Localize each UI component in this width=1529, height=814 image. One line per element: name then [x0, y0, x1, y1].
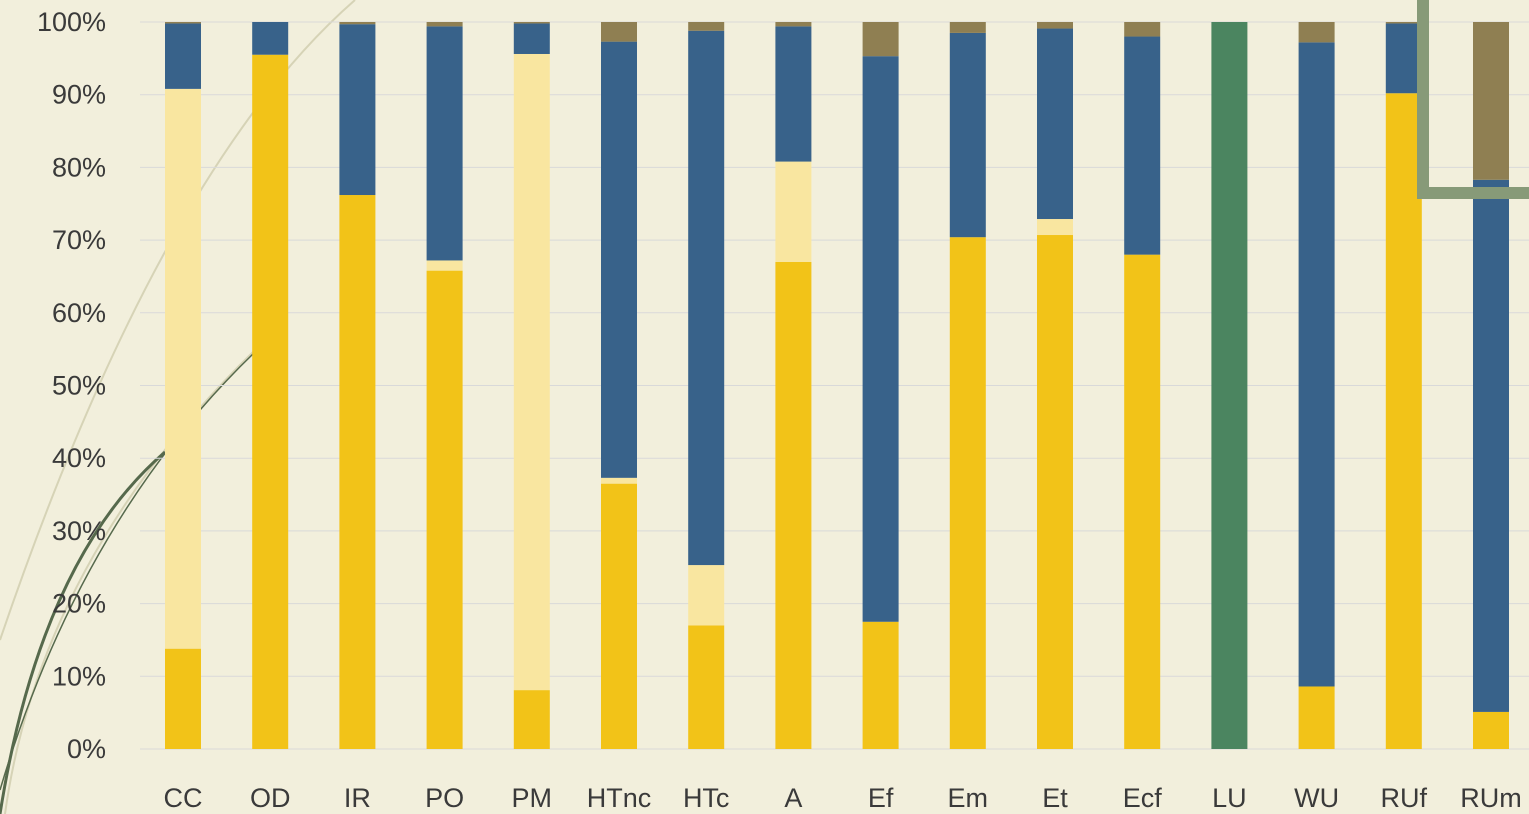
- bar-segment-WU-s0: [1298, 686, 1335, 749]
- bar-segment-IR-s0: [339, 195, 376, 749]
- decorative-curve: [0, 450, 166, 814]
- bar-segment-WU-s4: [1298, 22, 1335, 43]
- bar-segment-HTnc-s0: [601, 483, 637, 749]
- bar-segment-PM-s0: [513, 690, 550, 749]
- bar-segment-PO-s0: [426, 270, 463, 749]
- bar-segment-Et-s0: [1037, 235, 1073, 750]
- bar-segment-A-s1: [775, 161, 812, 262]
- bar-segment-PM-s1: [513, 53, 550, 691]
- bar-segment-IR-s4: [339, 22, 376, 25]
- y-tick-label: 40%: [52, 443, 106, 473]
- x-category-label: LU: [1212, 783, 1247, 813]
- bar-segment-RUm-s0: [1473, 711, 1509, 749]
- bar-segment-A-s4: [775, 22, 812, 27]
- x-category-label: OD: [250, 783, 291, 813]
- bar-segment-WU-s2: [1298, 42, 1335, 687]
- bar-segment-HTc-s0: [688, 625, 725, 749]
- bars: [165, 22, 1509, 750]
- bar-segment-Ecf-s4: [1124, 22, 1161, 37]
- y-tick-label: 30%: [52, 516, 106, 546]
- decorative-curve: [0, 351, 256, 791]
- bar-segment-PM-s2: [513, 23, 550, 54]
- x-category-label: PO: [425, 783, 464, 813]
- bar-segment-PO-s4: [426, 22, 463, 27]
- bar-segment-HTc-s1: [688, 565, 725, 626]
- bar-segment-Ef-s2: [862, 56, 899, 622]
- y-tick-label: 60%: [52, 298, 106, 328]
- bar-segment-IR-s2: [339, 24, 376, 196]
- x-axis-category-labels: CC OD IR PO PM HTnc HTc A Ef Em Et Ecf LU WU RUf RUm: [164, 783, 1522, 813]
- x-category-label: A: [784, 783, 802, 813]
- bar-segment-Ef-s0: [862, 621, 899, 749]
- y-tick-label: 0%: [67, 734, 106, 764]
- bar-segment-Et-s4: [1037, 22, 1073, 29]
- bar-segment-OD-s0: [252, 54, 289, 749]
- bar-segment-Em-s2: [949, 32, 986, 238]
- bar-segment-Ecf-s0: [1124, 254, 1161, 749]
- bar-segment-CC-s2: [165, 23, 201, 89]
- x-category-label: Et: [1042, 783, 1068, 813]
- y-tick-label: 70%: [52, 225, 106, 255]
- bar-segment-LU-s3: [1211, 22, 1248, 749]
- bar-segment-Em-s4: [949, 22, 986, 33]
- bar-segment-Em-s0: [949, 237, 986, 749]
- y-tick-label: 100%: [37, 7, 106, 37]
- x-category-label: Em: [948, 783, 989, 813]
- decorative-corner-frame: [1417, 0, 1529, 199]
- y-tick-label: 20%: [52, 589, 106, 619]
- x-category-label: RUf: [1381, 783, 1428, 813]
- bar-segment-RUm-s2: [1473, 179, 1509, 712]
- x-category-label: IR: [344, 783, 371, 813]
- bar-segment-Ecf-s2: [1124, 36, 1161, 255]
- bar-segment-Et-s1: [1037, 219, 1073, 236]
- x-category-label: Ef: [868, 783, 894, 813]
- bar-segment-RUf-s4: [1385, 22, 1422, 24]
- bar-segment-CC-s4: [165, 22, 201, 24]
- bar-segment-OD-s2: [252, 22, 289, 55]
- bar-segment-HTnc-s1: [601, 477, 637, 484]
- bar-segment-HTc-s4: [688, 22, 725, 31]
- y-axis-tick-labels: 0% 10% 20% 30% 40% 50% 60% 70% 80% 90% 100%: [37, 7, 106, 764]
- y-tick-label: 10%: [52, 661, 106, 691]
- bar-segment-PO-s1: [426, 260, 463, 271]
- bar-segment-RUm-s4: [1473, 22, 1509, 180]
- y-tick-label: 90%: [52, 80, 106, 110]
- bar-segment-RUf-s2: [1385, 23, 1422, 94]
- bar-segment-CC-s1: [165, 88, 201, 649]
- x-category-label: Ecf: [1123, 783, 1163, 813]
- x-category-label: HTc: [683, 783, 730, 813]
- bar-segment-HTnc-s4: [601, 22, 637, 42]
- x-category-label: HTnc: [587, 783, 652, 813]
- x-category-label: WU: [1294, 783, 1339, 813]
- bar-segment-PM-s4: [513, 22, 550, 24]
- x-category-label: PM: [512, 783, 553, 813]
- bar-segment-CC-s0: [165, 648, 201, 749]
- x-category-label: RUm: [1460, 783, 1522, 813]
- bar-segment-A-s2: [775, 26, 812, 162]
- bar-segment-Ef-s4: [862, 22, 899, 57]
- bar-segment-A-s0: [775, 261, 812, 749]
- bar-segment-RUf-s0: [1385, 93, 1422, 750]
- y-tick-label: 80%: [52, 152, 106, 182]
- y-tick-label: 50%: [52, 371, 106, 401]
- bar-segment-HTc-s2: [688, 30, 725, 566]
- decorative-curve: [4, 349, 256, 814]
- bar-segment-Et-s2: [1037, 28, 1073, 220]
- bar-segment-HTnc-s2: [601, 41, 637, 478]
- bar-segment-PO-s2: [426, 26, 463, 261]
- x-category-label: CC: [164, 783, 203, 813]
